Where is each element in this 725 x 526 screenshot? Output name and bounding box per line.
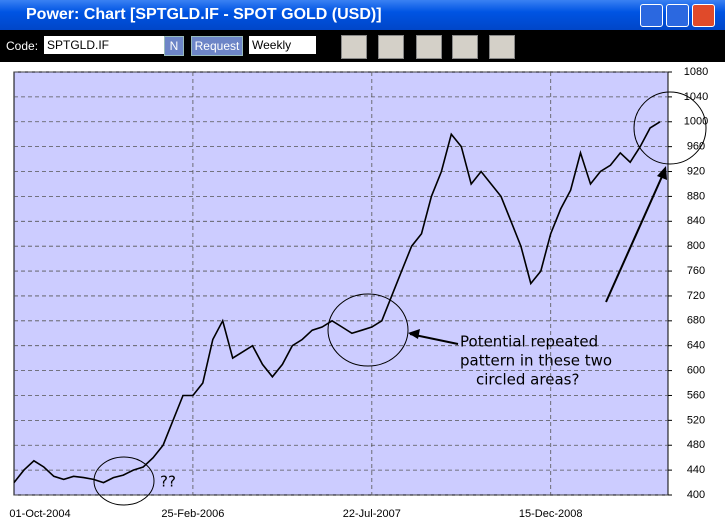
toolbar: Code: SPTGLD.IF N Request Weekly bbox=[0, 30, 725, 62]
request-button[interactable]: Request bbox=[191, 36, 243, 56]
settings-tool[interactable] bbox=[489, 35, 515, 59]
window-title: Power: Chart [SPTGLD.IF - SPOT GOLD (USD… bbox=[26, 6, 382, 23]
y-tick-label: 440 bbox=[687, 464, 705, 476]
y-tick-label: 560 bbox=[687, 389, 705, 401]
y-tick-label: 600 bbox=[687, 364, 705, 376]
y-tick-label: 880 bbox=[687, 190, 705, 202]
x-tick-label: 15-Dec-2008 bbox=[519, 508, 583, 520]
annotation: pattern in these two bbox=[460, 352, 612, 370]
y-tick-label: 640 bbox=[687, 340, 705, 352]
y-tick-label: 720 bbox=[687, 290, 705, 302]
x-tick-label: 22-Jul-2007 bbox=[343, 508, 401, 520]
chart-tool[interactable] bbox=[341, 35, 367, 59]
circle bbox=[93, 456, 155, 506]
y-tick-label: 1080 bbox=[684, 66, 708, 78]
color-tool[interactable] bbox=[416, 35, 442, 59]
y-tick-label: 920 bbox=[687, 165, 705, 177]
y-tick-label: 960 bbox=[687, 141, 705, 153]
y-tick-label: 480 bbox=[687, 439, 705, 451]
page-tool[interactable] bbox=[378, 35, 404, 59]
period-select[interactable]: Weekly bbox=[249, 36, 316, 54]
plot-area bbox=[13, 71, 669, 496]
y-tick-label: 1000 bbox=[684, 116, 708, 128]
arrow-head bbox=[408, 329, 420, 339]
y-tick-label: 760 bbox=[687, 265, 705, 277]
arrow-head bbox=[657, 166, 667, 180]
y-tick-label: 1040 bbox=[684, 91, 708, 103]
code-label: Code: bbox=[6, 39, 39, 53]
annotation: Potential repeated bbox=[460, 333, 598, 351]
annotation: ?? bbox=[160, 473, 176, 491]
x-tick-label: 01-Oct-2004 bbox=[9, 508, 70, 520]
n-button[interactable]: N bbox=[164, 36, 184, 56]
maximize-button[interactable] bbox=[666, 4, 689, 27]
x-tick-label: 25-Feb-2006 bbox=[161, 508, 224, 520]
y-tick-label: 520 bbox=[687, 414, 705, 426]
y-tick-label: 680 bbox=[687, 315, 705, 327]
arrow bbox=[605, 171, 665, 303]
chart: 400 440 480 520 560 600 640 680 720 760 800 840 880 9… bbox=[9, 66, 708, 520]
y-tick-label: 400 bbox=[687, 489, 705, 501]
title-bar: Power: Chart [SPTGLD.IF - SPOT GOLD (USD… bbox=[0, 0, 725, 30]
circle bbox=[633, 91, 707, 165]
price-line bbox=[13, 121, 661, 484]
circle bbox=[327, 293, 409, 367]
minimize-button[interactable] bbox=[640, 4, 663, 27]
zoom-tool[interactable] bbox=[452, 35, 478, 59]
code-input[interactable]: SPTGLD.IF bbox=[44, 36, 165, 54]
annotation: circled areas? bbox=[476, 371, 579, 389]
y-tick-label: 800 bbox=[687, 240, 705, 252]
y-tick-label: 840 bbox=[687, 215, 705, 227]
close-button[interactable] bbox=[692, 4, 715, 27]
